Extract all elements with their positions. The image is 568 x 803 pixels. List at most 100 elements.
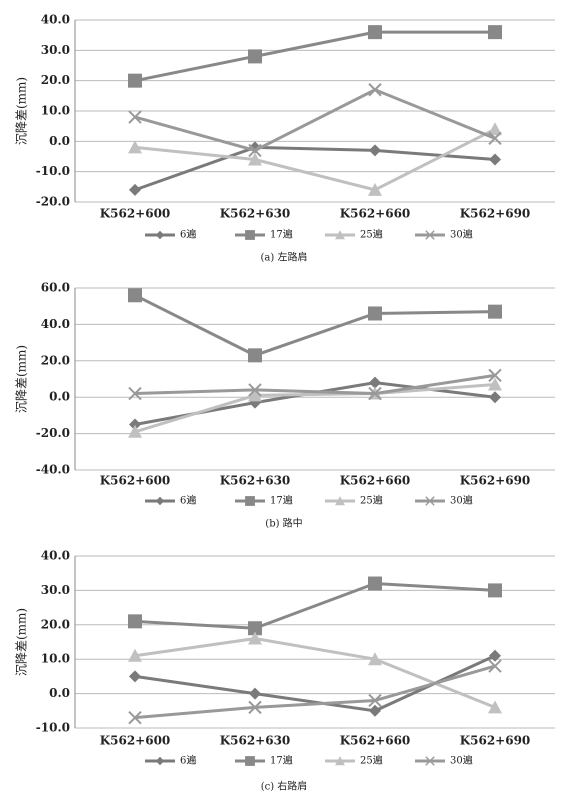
x-tick-label: K562+630 (220, 734, 291, 748)
legend-label: 30遍 (450, 754, 473, 767)
legend-marker (155, 756, 165, 766)
data-point (369, 144, 381, 157)
data-point (128, 386, 142, 401)
y-axis-label: 沉降差(mm) (15, 77, 29, 145)
series-line (134, 293, 496, 357)
legend-label: 25遍 (360, 228, 383, 241)
data-point (248, 631, 262, 645)
legend-label: 17遍 (270, 228, 293, 241)
data-point (129, 670, 141, 683)
data-point (488, 377, 502, 391)
x-tick-label: K562+690 (460, 734, 531, 748)
legend-marker (245, 230, 255, 240)
legend-label: 17遍 (270, 494, 293, 507)
data-point (489, 391, 501, 404)
y-tick-label: 10.0 (41, 652, 70, 666)
x-tick-label: K562+660 (340, 207, 411, 221)
data-point (128, 110, 142, 124)
data-point (248, 49, 262, 64)
caption: (c) 右路肩 (261, 780, 308, 793)
legend-label: 30遍 (450, 228, 473, 241)
y-tick-label: -20.0 (36, 195, 70, 209)
x-tick-label: K562+690 (460, 474, 531, 488)
series-line (134, 30, 495, 83)
y-tick-label: 40.0 (41, 13, 70, 27)
y-tick-label: 10.0 (41, 104, 70, 118)
data-point (368, 693, 382, 708)
legend-label: 25遍 (360, 494, 383, 507)
y-tick-label: 20.0 (41, 353, 70, 367)
legend-marker (155, 230, 165, 240)
legend-marker (155, 496, 165, 506)
series-line (134, 664, 496, 720)
y-tick-label: 20.0 (41, 617, 70, 631)
data-point (488, 122, 502, 136)
data-point (488, 659, 502, 673)
legend-marker (425, 756, 435, 766)
legend-label: 25遍 (360, 754, 383, 767)
data-point (368, 83, 382, 97)
legend-marker (335, 230, 345, 240)
y-tick-label: 0.0 (49, 686, 70, 700)
legend-label: 30遍 (450, 494, 473, 507)
x-tick-label: K562+630 (220, 207, 291, 221)
y-tick-label: 40.0 (41, 317, 70, 331)
y-tick-label: -40.0 (36, 463, 70, 477)
series-line (134, 127, 496, 192)
x-tick-label: K562+630 (220, 474, 291, 488)
x-tick-label: K562+690 (460, 207, 531, 221)
y-tick-label: 40.0 (41, 549, 70, 563)
data-point (128, 424, 142, 438)
y-tick-label: -10.0 (36, 721, 70, 735)
data-point (129, 183, 141, 196)
data-point (248, 621, 262, 636)
data-point (368, 306, 382, 321)
data-point (488, 304, 502, 319)
data-point (248, 383, 262, 397)
legend-marker (245, 756, 255, 766)
legend-label: 17遍 (270, 754, 293, 767)
data-point (368, 576, 382, 591)
data-point (489, 649, 501, 662)
data-point (128, 648, 142, 662)
data-point (128, 614, 142, 629)
data-point (488, 700, 502, 714)
series-line (134, 145, 496, 192)
data-point (248, 143, 262, 158)
data-point (248, 388, 262, 402)
x-tick-label: K562+600 (100, 474, 171, 488)
series-line (134, 582, 496, 630)
data-point (488, 583, 502, 598)
data-point (368, 386, 382, 401)
data-point (248, 152, 262, 166)
data-point (368, 182, 382, 196)
y-tick-label: 60.0 (41, 281, 70, 295)
legend-marker (245, 496, 255, 506)
legend-label: 6遍 (180, 494, 196, 507)
x-tick-label: K562+660 (340, 734, 411, 748)
y-axis-label: 沉降差(mm) (15, 345, 29, 413)
data-point (368, 25, 382, 40)
data-point (368, 652, 382, 666)
legend-label: 6遍 (180, 228, 196, 241)
y-tick-label: 30.0 (41, 43, 70, 57)
legend-marker (425, 230, 435, 240)
legend-label: 6遍 (180, 754, 196, 767)
caption: (b) 路中 (265, 517, 302, 530)
y-axis-label: 沉降差(mm) (15, 608, 29, 676)
data-point (369, 704, 381, 717)
y-tick-label: -20.0 (36, 426, 70, 440)
data-point (129, 418, 141, 431)
series-line (134, 88, 496, 153)
data-point (248, 700, 262, 715)
series-line (134, 382, 496, 434)
data-point (128, 140, 142, 154)
x-tick-label: K562+660 (340, 474, 411, 488)
data-point (488, 25, 502, 40)
series-line (134, 637, 496, 709)
legend-marker (335, 756, 345, 766)
data-point (248, 348, 262, 363)
y-tick-label: 30.0 (41, 583, 70, 597)
data-point (128, 288, 142, 303)
